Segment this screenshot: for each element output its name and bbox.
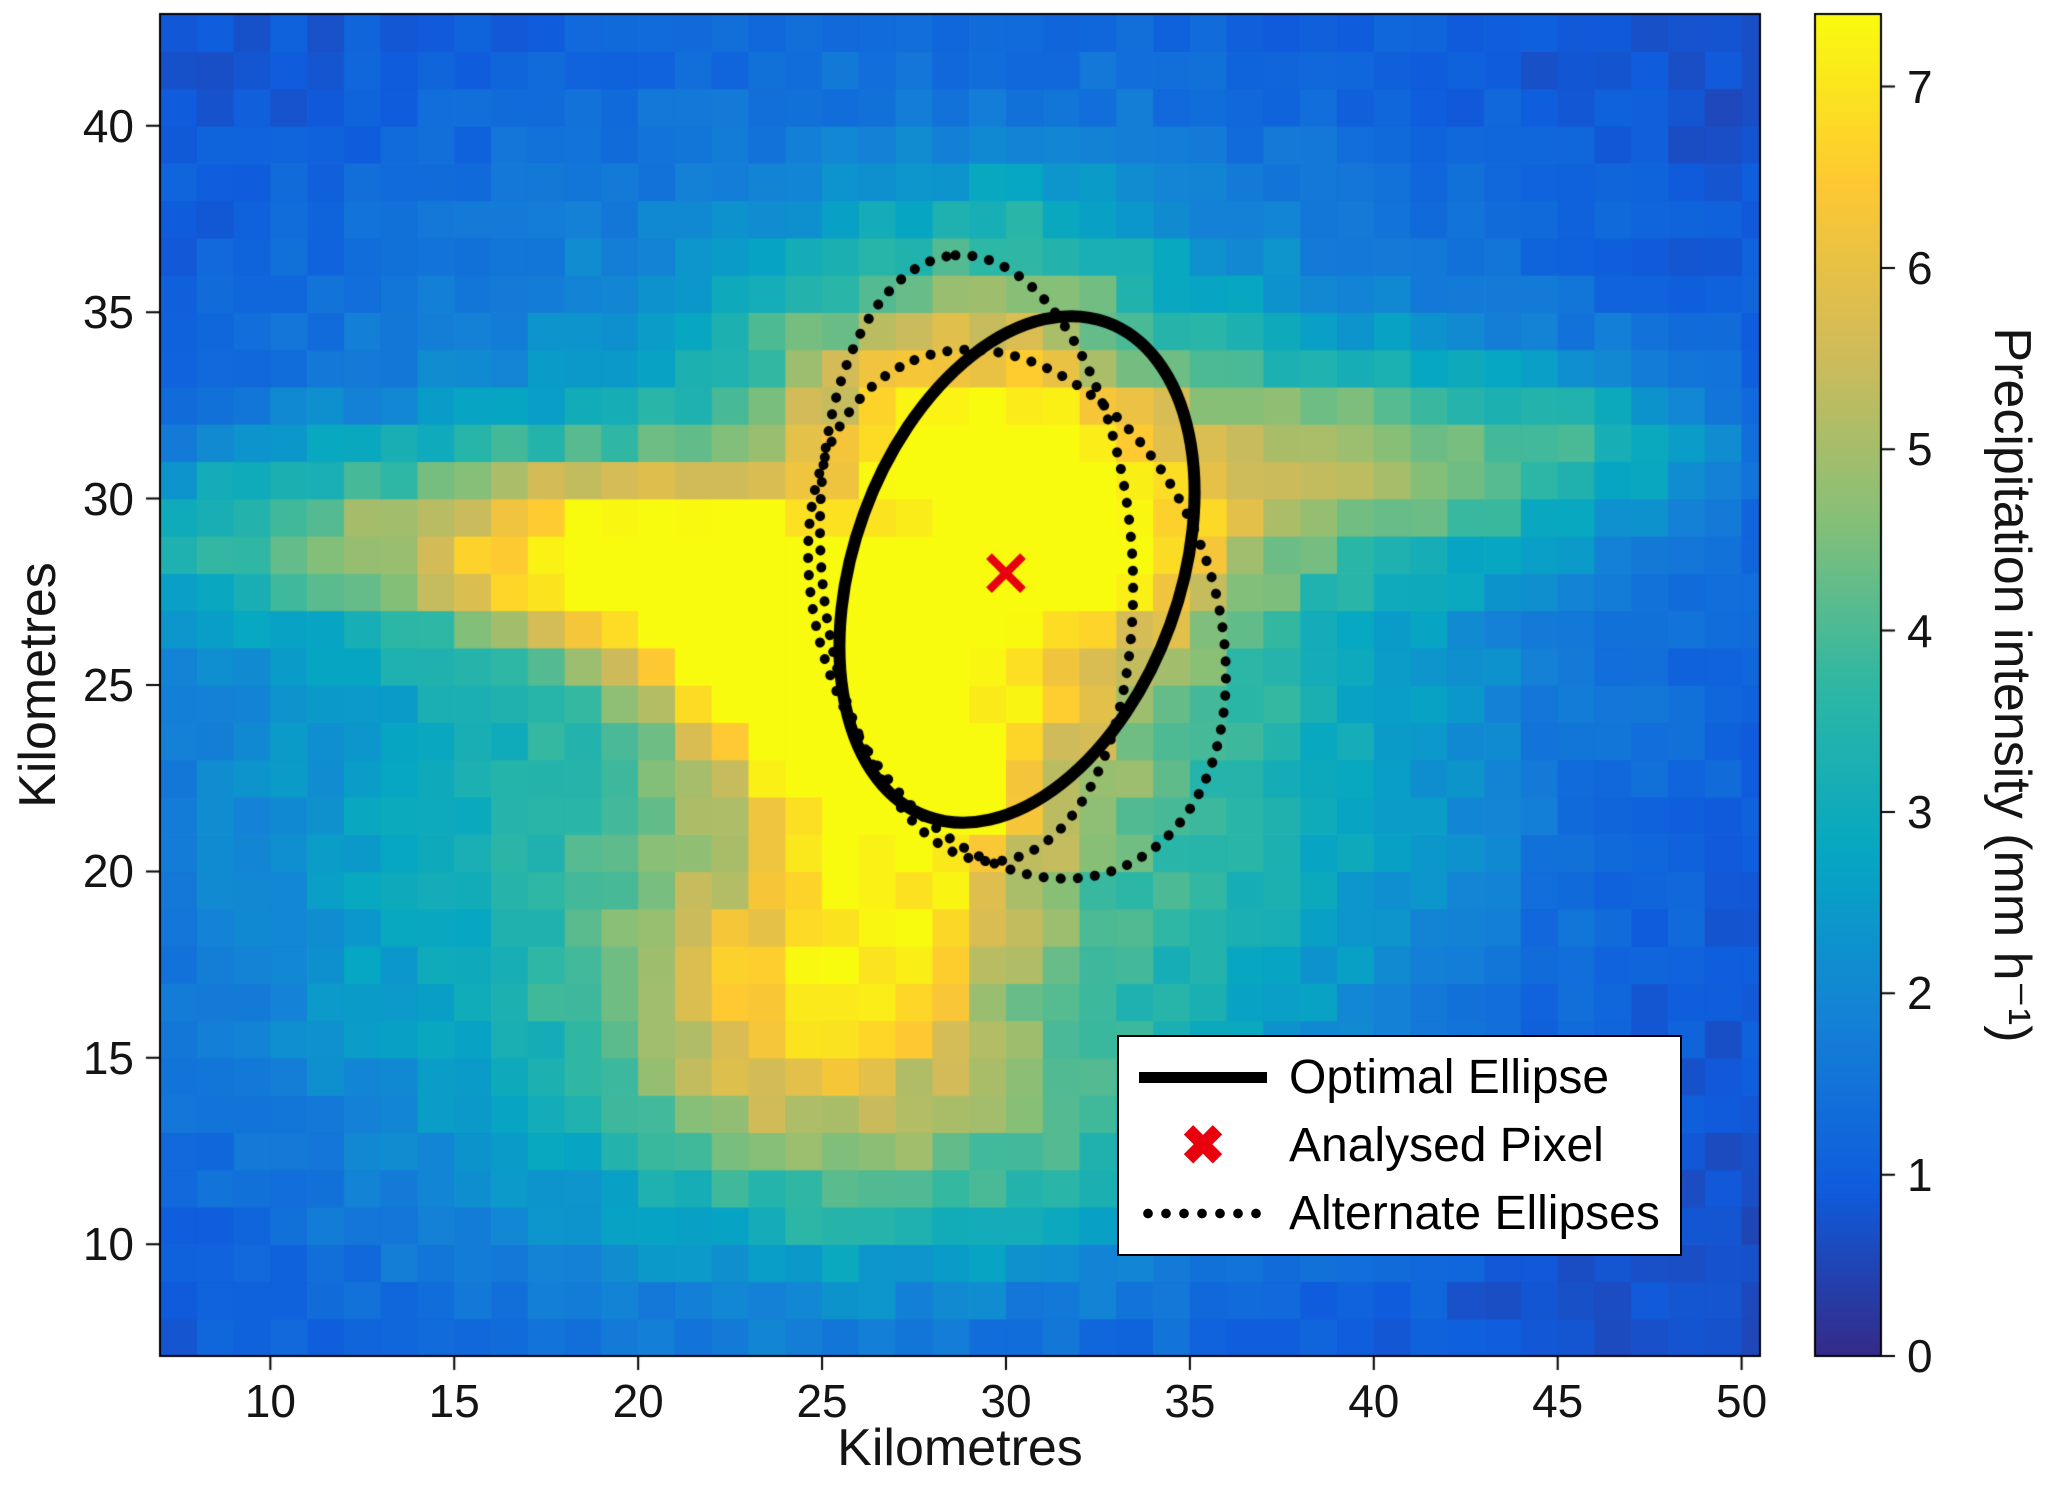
dotted-line-icon xyxy=(1139,1208,1267,1220)
solid-line-icon xyxy=(1139,1071,1267,1083)
legend-item-alternate-ellipses: Alternate Ellipses xyxy=(1119,1182,1680,1246)
colorbar-label: Precipitation intensity (mm h⁻¹) xyxy=(1983,327,2041,1043)
legend-item-analysed-pixel: ✖ Analysed Pixel xyxy=(1119,1114,1680,1178)
y-axis-label: Kilometres xyxy=(9,562,67,808)
x-axis-label: Kilometres xyxy=(837,1419,1083,1477)
legend: Optimal Ellipse ✖ Analysed Pixel Alterna… xyxy=(1117,1035,1682,1256)
red-x-marker-icon: ✖ xyxy=(1180,1115,1226,1176)
legend-label: Analysed Pixel xyxy=(1289,1119,1604,1172)
legend-item-optimal-ellipse: Optimal Ellipse xyxy=(1119,1045,1680,1109)
legend-label: Optimal Ellipse xyxy=(1289,1050,1610,1104)
legend-label: Alternate Ellipses xyxy=(1289,1187,1660,1241)
